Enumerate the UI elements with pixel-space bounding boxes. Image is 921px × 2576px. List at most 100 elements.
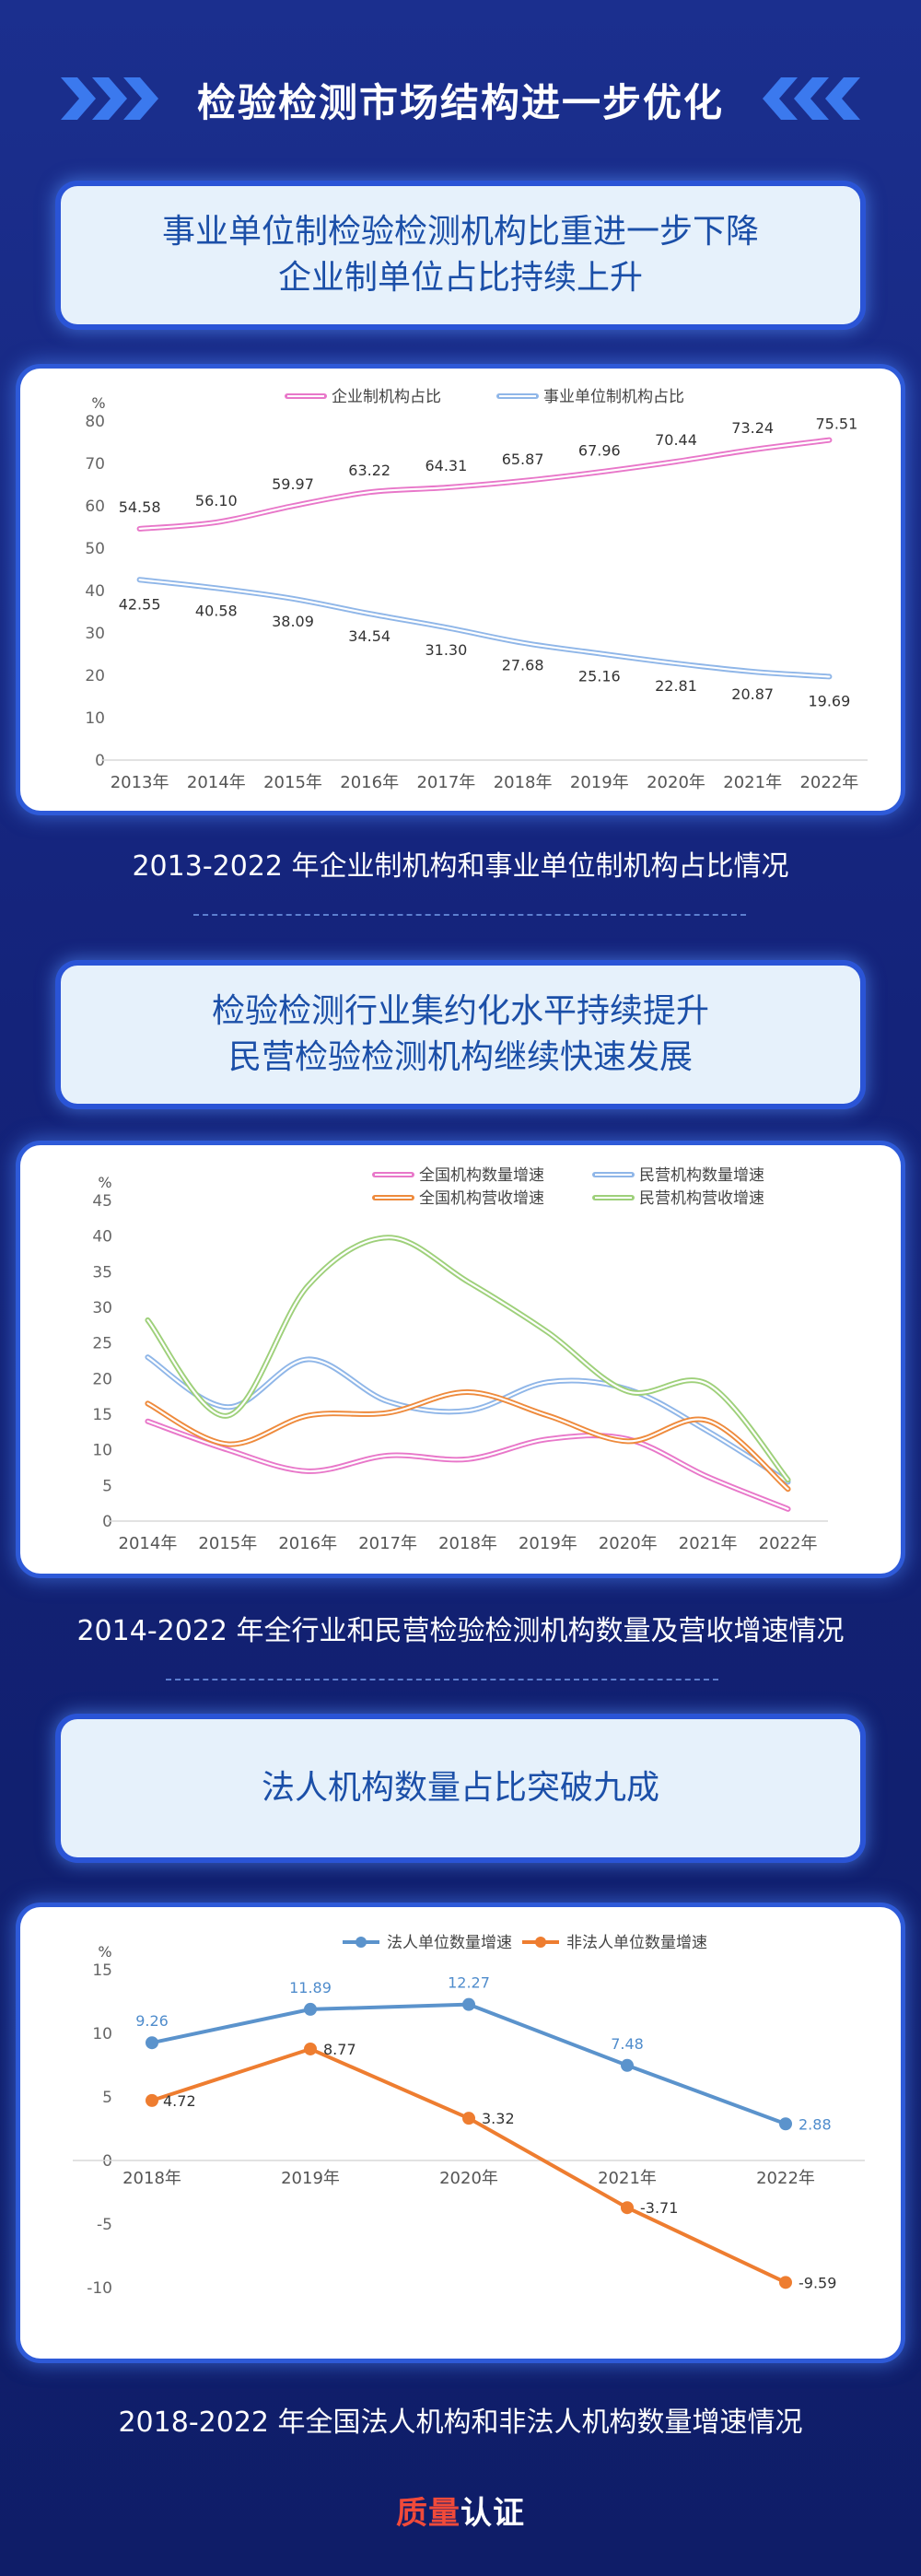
data-label: 31.30 — [425, 641, 467, 659]
legend-marker — [535, 1937, 546, 1948]
series-line-inner-3 — [146, 1390, 789, 1491]
y-unit-label: % — [98, 1943, 111, 1961]
section3-caption: 2018-2022 年全国法人机构和非法人机构数量增速情况 — [118, 2406, 803, 2439]
y-tick-label: 15 — [92, 1961, 112, 1980]
brand-logo: 质量认证 — [0, 2488, 921, 2533]
x-tick-label: 2021年 — [598, 2169, 657, 2188]
x-tick-label: 2020年 — [647, 773, 705, 792]
series-line-inner-1 — [146, 1420, 789, 1510]
x-tick-label: 2022年 — [756, 2169, 815, 2188]
chevrons-left-icon — [763, 77, 860, 120]
series-line-1 — [150, 2002, 787, 2126]
data-label: 63.22 — [348, 462, 391, 479]
data-label: 4.72 — [163, 2092, 196, 2110]
series-line-2 — [136, 577, 833, 680]
section3-headline: 法人机构数量占比突破九成 — [61, 1719, 860, 1857]
y-tick-label: 25 — [92, 1335, 112, 1353]
data-label: 25.16 — [578, 667, 621, 685]
series-line-inner-1 — [138, 439, 831, 531]
data-label: -9.59 — [799, 2274, 836, 2291]
data-label: 27.68 — [502, 657, 544, 674]
legend-marker — [356, 1937, 367, 1948]
chart3-panel: % -10 -5 0 5 10 15 2018年 2019年 2020年 2021年 2022年 9.2… — [20, 1907, 901, 2359]
legend-label: 非法人单位数量增速 — [566, 1934, 707, 1952]
legend-label: 民营机构营收增速 — [639, 1189, 764, 1208]
data-label: 9.26 — [135, 2012, 169, 2030]
section1-caption: 2013-2022 年企业制机构和事业单位制机构占比情况 — [132, 850, 789, 883]
y-tick-label: 5 — [102, 2089, 112, 2107]
y-tick-label: 40 — [85, 582, 105, 601]
y-tick-label: 50 — [85, 540, 105, 558]
section1-headline: 事业单位制检验检测机构比重进一步下降 企业制单位占比持续上升 — [61, 186, 860, 324]
y-tick-label: 10 — [92, 2025, 112, 2043]
logo-part1: 质量 — [396, 2495, 460, 2532]
y-tick-label: 5 — [102, 1477, 112, 1495]
y-tick-label: 15 — [92, 1406, 112, 1424]
legend-label: 企业制机构占比 — [332, 388, 441, 406]
x-tick-label: 2022年 — [759, 1534, 818, 1553]
data-label: 54.58 — [119, 498, 161, 516]
data-label: 64.31 — [425, 457, 467, 474]
chart2-svg: % 0 5 10 15 20 25 30 35 40 45 2014年 2015年 2016年 2017年 2… — [92, 1166, 828, 1553]
data-point — [304, 2002, 317, 2016]
x-tick-label: 2014年 — [119, 1534, 178, 1553]
data-label: 20.87 — [731, 685, 774, 703]
y-tick-label: -10 — [87, 2279, 112, 2298]
section1-headline-line1: 事业单位制检验检测机构比重进一步下降 — [161, 213, 759, 251]
data-label: 11.89 — [289, 1979, 332, 1996]
x-tick-label: 2015年 — [263, 773, 322, 792]
y-tick-label: 20 — [92, 1370, 112, 1388]
x-tick-label: 2014年 — [187, 773, 246, 792]
chart1-panel: % 0 10 20 30 40 50 60 70 80 2013年 2014年 2015年 2016年 20… — [20, 369, 901, 811]
section2-headline: 检验检测行业集约化水平持续提升 民营检验检测机构继续快速发展 — [61, 966, 860, 1104]
divider — [166, 1679, 718, 1680]
chart2-panel: % 0 5 10 15 20 25 30 35 40 45 2014年 2015年 2016年 2017年 2… — [20, 1145, 901, 1574]
y-tick-label: 45 — [92, 1192, 112, 1211]
x-tick-label: 2019年 — [519, 1534, 577, 1553]
y-tick-label: -5 — [97, 2216, 112, 2234]
chart3-svg: % -10 -5 0 5 10 15 2018年 2019年 2020年 2021年 2022年 9.2… — [73, 1934, 865, 2298]
data-label: 75.51 — [815, 416, 857, 433]
x-tick-label: 2015年 — [198, 1534, 257, 1553]
y-tick-label: 10 — [92, 1442, 112, 1460]
section3-headline-text: 法人机构数量占比突破九成 — [261, 1769, 659, 1807]
x-tick-label: 2017年 — [358, 1534, 417, 1553]
y-unit-label: % — [98, 1174, 111, 1191]
data-point — [462, 2112, 475, 2125]
page-title: 检验检测市场结构进一步优化 — [196, 80, 724, 125]
x-tick-label: 2017年 — [416, 773, 475, 792]
data-label: 38.09 — [272, 613, 314, 630]
y-tick-label: 30 — [92, 1299, 112, 1317]
x-tick-label: 2019年 — [281, 2169, 340, 2188]
x-tick-label: 2018年 — [122, 2169, 181, 2188]
y-tick-label: 60 — [85, 498, 105, 516]
x-tick-label: 2019年 — [570, 773, 629, 792]
y-tick-label: 35 — [92, 1263, 112, 1282]
data-point — [462, 1997, 475, 2011]
y-tick-label: 70 — [85, 455, 105, 474]
data-label: 19.69 — [808, 692, 850, 709]
data-label: 67.96 — [578, 441, 621, 459]
data-point — [779, 2117, 792, 2131]
series-line-1 — [145, 1418, 791, 1512]
y-tick-label: 80 — [85, 413, 105, 431]
data-label: 70.44 — [655, 431, 697, 449]
data-point — [621, 2058, 634, 2072]
x-tick-label: 2016年 — [340, 773, 399, 792]
data-label: 40.58 — [195, 602, 238, 619]
section2-headline-line1: 检验检测行业集约化水平持续提升 — [211, 992, 709, 1030]
y-tick-label: 0 — [95, 752, 105, 770]
x-tick-label: 2021年 — [679, 1534, 738, 1553]
data-point — [146, 2093, 158, 2107]
data-label: 12.27 — [448, 1974, 490, 1992]
x-tick-label: 2018年 — [438, 1534, 497, 1553]
y-tick-label: 0 — [102, 2152, 112, 2171]
y-tick-label: 0 — [102, 1513, 112, 1531]
data-label: -3.71 — [640, 2199, 678, 2217]
y-unit-label: % — [91, 394, 105, 412]
data-label: 42.55 — [119, 595, 161, 613]
section2-headline-line2: 民营检验检测机构继续快速发展 — [227, 1038, 693, 1076]
data-label: 65.87 — [502, 451, 544, 468]
y-tick-label: 30 — [85, 625, 105, 643]
data-point — [621, 2201, 634, 2215]
